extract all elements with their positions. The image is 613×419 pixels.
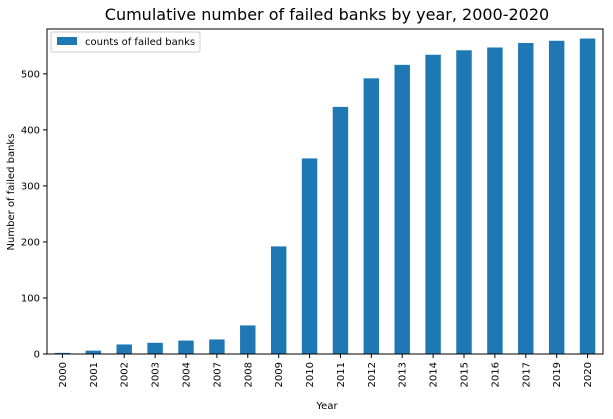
bar-2015 xyxy=(456,50,472,354)
x-tick-label: 2009 xyxy=(274,362,285,387)
bar-2011 xyxy=(332,106,349,354)
x-tick-label: 2013 xyxy=(398,362,409,387)
x-tick-label: 2015 xyxy=(460,362,471,387)
axes-frame xyxy=(46,28,604,355)
x-tick-label: 2019 xyxy=(552,362,563,387)
x-axis-label: Year xyxy=(315,401,338,412)
x-tick-label: 2011 xyxy=(336,362,347,387)
bar-2008 xyxy=(240,325,256,354)
legend: counts of failed banks xyxy=(50,31,201,53)
chart-title: Cumulative number of failed banks by yea… xyxy=(105,5,549,24)
x-tick-label: 2000 xyxy=(58,362,69,387)
bar-2020 xyxy=(579,38,596,354)
x-tick-label: 2017 xyxy=(521,362,532,387)
bar-2013 xyxy=(394,64,410,355)
plot-area: 0 100 200 300 400 500 2000 2001 2002 2003 2004 2007… xyxy=(21,28,604,387)
legend-box xyxy=(50,31,201,53)
x-tick-label: 2002 xyxy=(120,362,131,387)
bar-2014 xyxy=(425,54,441,354)
x-tick-label: 2004 xyxy=(182,362,193,387)
x-tick-label: 2001 xyxy=(89,362,100,387)
bar-2002 xyxy=(116,344,132,354)
x-tick-label: 2014 xyxy=(429,362,440,387)
bar-2007 xyxy=(209,339,225,354)
bar-2001 xyxy=(85,350,102,354)
bar-2019 xyxy=(548,40,565,355)
bar-2017 xyxy=(518,43,534,354)
x-tick-label: 2016 xyxy=(490,362,501,387)
y-tick-label: 0 xyxy=(34,350,40,361)
x-tick-label: 2003 xyxy=(151,362,162,387)
y-tick-label: 300 xyxy=(21,181,40,192)
y-tick-label: 200 xyxy=(21,237,40,248)
x-tick-label: 2020 xyxy=(583,362,594,387)
y-tick-label: 500 xyxy=(21,69,40,80)
bar-2010 xyxy=(301,158,318,354)
x-tick-label: 2010 xyxy=(305,362,316,387)
y-axis-label: Number of failed banks xyxy=(6,134,17,251)
legend-swatch xyxy=(57,37,77,45)
x-tick-label: 2008 xyxy=(243,362,254,387)
bar-2003 xyxy=(147,342,163,354)
legend-label: counts of failed banks xyxy=(85,37,195,48)
bar-2009 xyxy=(270,246,287,354)
bar-2004 xyxy=(178,340,194,354)
bar-2016 xyxy=(487,47,503,355)
y-tick-label: 400 xyxy=(21,125,40,136)
y-tick-label: 100 xyxy=(21,293,40,304)
bar-2012 xyxy=(363,78,380,354)
x-tick-label: 2012 xyxy=(367,362,378,387)
bar-2000 xyxy=(54,352,71,354)
x-tick-label: 2007 xyxy=(212,362,223,387)
